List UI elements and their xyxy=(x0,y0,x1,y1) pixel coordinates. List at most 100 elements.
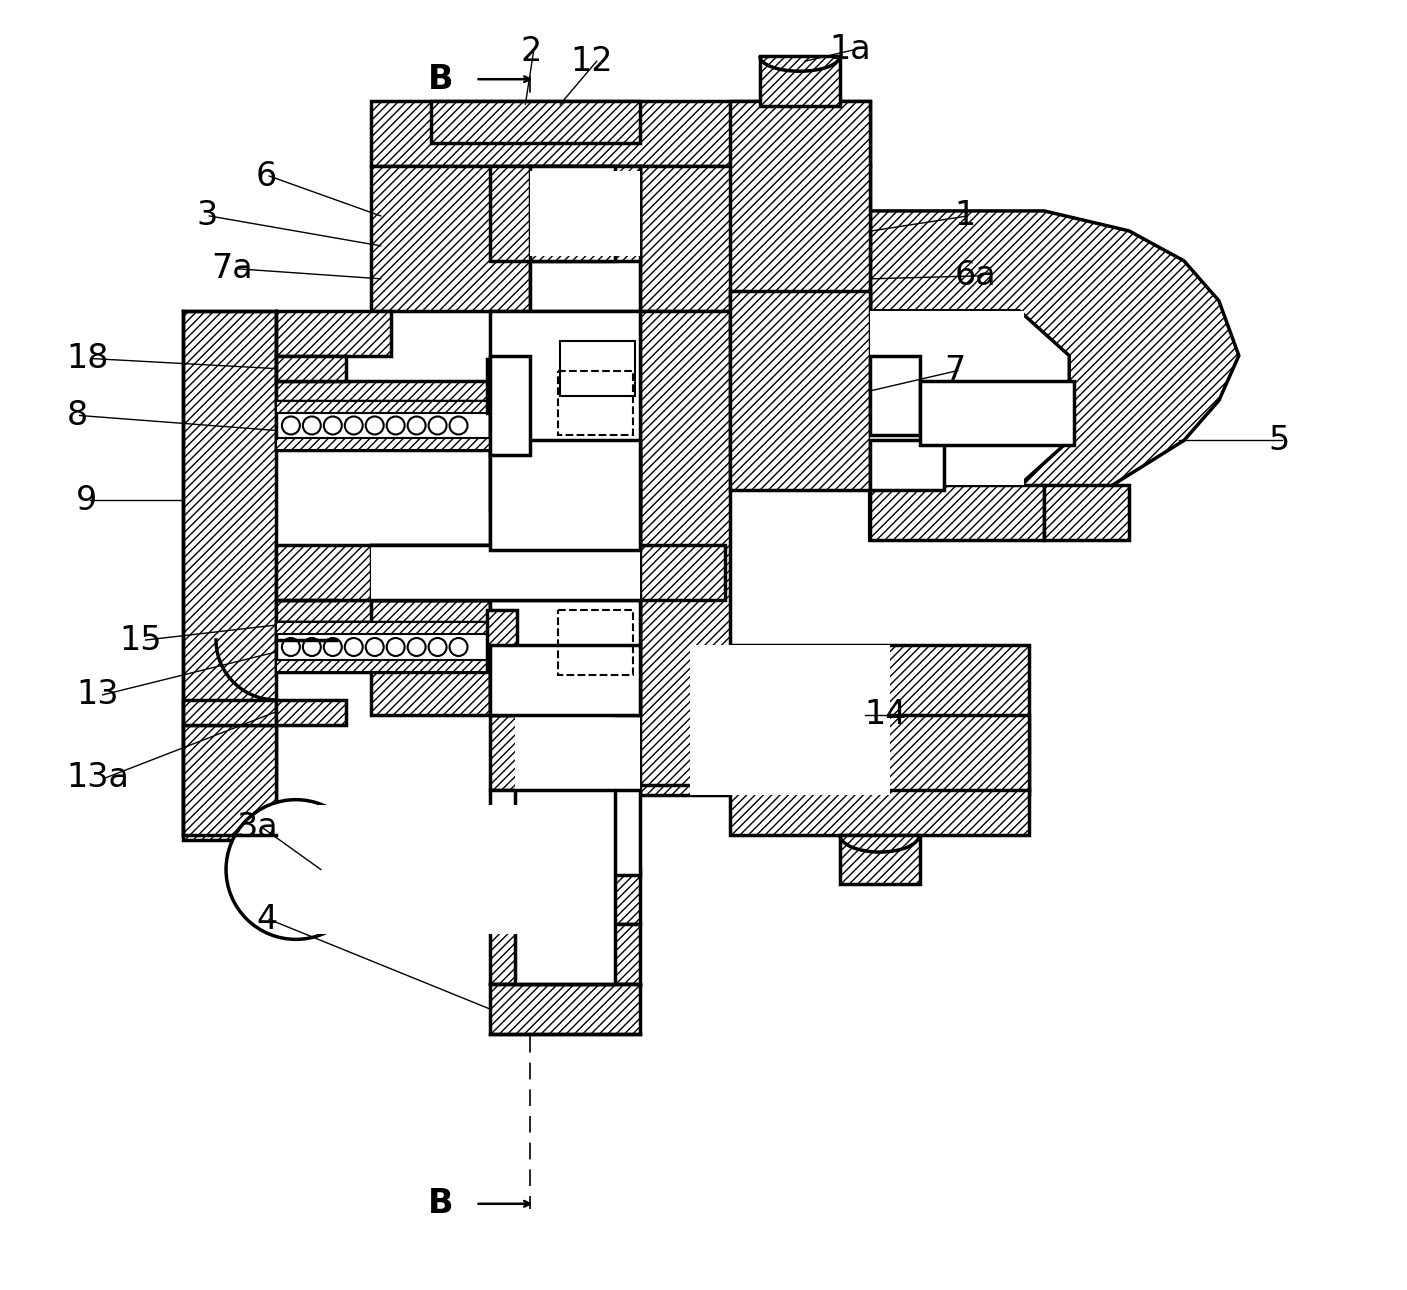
Circle shape xyxy=(345,639,363,657)
Text: 4: 4 xyxy=(256,903,277,937)
Bar xyxy=(530,166,615,215)
Bar xyxy=(870,485,1044,541)
Bar xyxy=(689,645,889,789)
Bar xyxy=(491,925,640,984)
Bar xyxy=(640,166,870,311)
Bar xyxy=(370,166,530,311)
Bar xyxy=(491,925,640,984)
Circle shape xyxy=(408,417,425,435)
Bar xyxy=(370,101,870,166)
Circle shape xyxy=(450,417,467,435)
Text: 12: 12 xyxy=(570,45,613,77)
Bar xyxy=(276,311,391,356)
Bar xyxy=(276,400,491,413)
Bar xyxy=(183,725,276,840)
Bar xyxy=(276,622,491,633)
Bar xyxy=(521,715,640,789)
Bar xyxy=(370,101,870,166)
Bar xyxy=(370,670,491,715)
Bar xyxy=(491,869,640,925)
Bar xyxy=(276,546,725,600)
Bar xyxy=(491,600,640,715)
Bar xyxy=(183,700,276,725)
Text: 3a: 3a xyxy=(236,811,277,844)
Bar xyxy=(276,660,491,672)
Text: 5: 5 xyxy=(1269,424,1290,457)
Bar xyxy=(689,715,889,795)
Text: 9: 9 xyxy=(76,484,97,517)
Bar xyxy=(431,101,640,143)
Circle shape xyxy=(366,417,384,435)
Text: 6: 6 xyxy=(256,160,277,192)
Bar xyxy=(276,381,491,402)
Circle shape xyxy=(227,800,366,939)
Bar xyxy=(276,600,491,622)
Bar xyxy=(559,370,633,436)
Bar xyxy=(760,57,840,106)
Circle shape xyxy=(387,417,405,435)
Bar xyxy=(640,311,730,784)
Bar xyxy=(370,546,491,600)
Bar xyxy=(183,725,276,840)
Bar xyxy=(276,439,491,450)
Circle shape xyxy=(429,639,446,657)
Bar xyxy=(276,400,491,413)
Bar xyxy=(491,715,730,789)
Bar xyxy=(640,311,730,784)
Bar xyxy=(730,789,1030,835)
Bar xyxy=(431,101,640,143)
Bar xyxy=(491,869,640,925)
Bar xyxy=(491,984,640,1035)
Bar xyxy=(276,660,491,672)
Bar xyxy=(491,984,640,1035)
Circle shape xyxy=(408,639,425,657)
Polygon shape xyxy=(870,212,1238,541)
Bar xyxy=(530,215,615,261)
Bar xyxy=(530,166,640,212)
Bar xyxy=(370,600,491,670)
Bar xyxy=(730,789,1030,835)
Text: B: B xyxy=(428,63,453,95)
Bar xyxy=(730,101,870,311)
Bar xyxy=(487,610,518,670)
Bar xyxy=(870,485,1044,541)
Circle shape xyxy=(281,417,300,435)
Bar xyxy=(276,622,491,633)
Bar xyxy=(870,311,1024,485)
Bar xyxy=(276,400,491,450)
Bar xyxy=(560,341,635,396)
Bar xyxy=(487,610,518,670)
Bar xyxy=(183,311,276,835)
Text: 13: 13 xyxy=(76,679,118,711)
Circle shape xyxy=(303,639,321,657)
Bar xyxy=(491,715,730,789)
Bar xyxy=(276,700,346,725)
Bar xyxy=(840,835,920,885)
Bar xyxy=(870,440,944,490)
Circle shape xyxy=(345,417,363,435)
Bar xyxy=(640,166,870,311)
Text: 14: 14 xyxy=(865,698,908,731)
Bar xyxy=(515,715,615,984)
Bar xyxy=(276,356,346,381)
Bar xyxy=(183,311,276,835)
Bar xyxy=(487,359,518,414)
Bar xyxy=(370,600,491,670)
Circle shape xyxy=(324,639,342,657)
Bar xyxy=(276,700,346,725)
Circle shape xyxy=(281,639,300,657)
Bar xyxy=(487,359,518,414)
Bar xyxy=(1044,485,1128,541)
Bar xyxy=(370,546,491,600)
Bar xyxy=(730,290,870,490)
Bar xyxy=(640,715,1030,795)
Bar xyxy=(370,546,640,600)
Bar xyxy=(491,450,640,645)
Bar xyxy=(920,381,1074,445)
Bar xyxy=(840,835,920,885)
Circle shape xyxy=(387,639,405,657)
Text: 1: 1 xyxy=(954,200,975,232)
Bar xyxy=(491,311,640,511)
Text: 2: 2 xyxy=(521,35,542,68)
Bar xyxy=(276,381,491,402)
